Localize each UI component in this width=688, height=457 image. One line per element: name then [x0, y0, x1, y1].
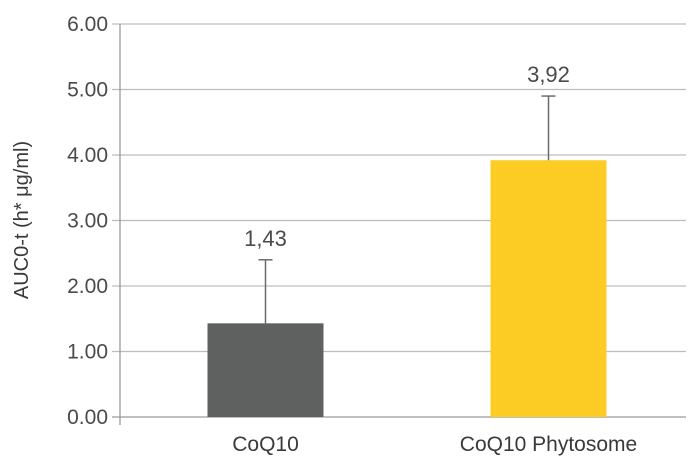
bar	[490, 160, 607, 418]
y-tick-label: 6.00	[67, 13, 108, 36]
y-axis-ticks: 0.00 1.00 2.00 3.00 4.00 5.00 6.00	[67, 13, 108, 429]
x-axis-categories: CoQ10 CoQ10 Phytosome	[232, 433, 637, 456]
error-bars	[258, 95, 556, 324]
y-tick-label: 5.00	[67, 79, 108, 102]
y-tick-label: 2.00	[67, 275, 108, 298]
data-label: 1,43	[244, 226, 287, 251]
bars	[207, 160, 607, 418]
y-tick-label: 0.00	[67, 406, 108, 429]
y-axis-title: AUC0-t (h* μg/ml)	[11, 141, 33, 299]
y-tick-label: 3.00	[67, 210, 108, 233]
y-tick-label: 4.00	[67, 144, 108, 167]
bar	[207, 323, 324, 417]
data-labels: 1,43 3,92	[244, 62, 570, 251]
category-label: CoQ10 Phytosome	[460, 433, 637, 456]
y-tick-label: 1.00	[67, 341, 108, 364]
category-label: CoQ10	[232, 433, 299, 456]
data-label: 3,92	[527, 62, 570, 87]
